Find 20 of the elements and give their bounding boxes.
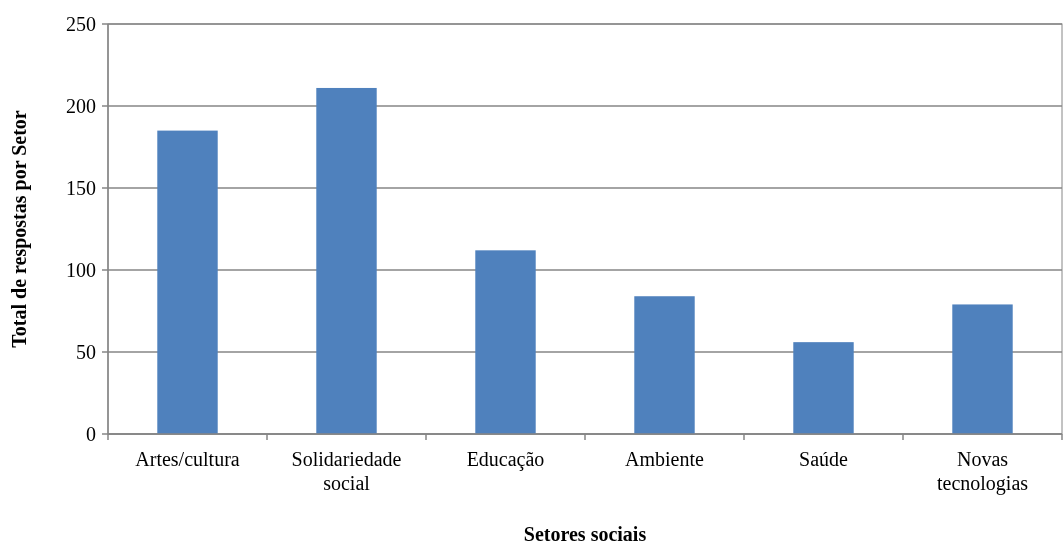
y-tick-label: 150 xyxy=(66,177,96,199)
x-tick-label: Solidariedade social xyxy=(291,448,402,494)
bar xyxy=(793,342,854,434)
y-tick-label: 0 xyxy=(86,423,96,445)
bar xyxy=(475,250,536,434)
x-tick-label: Saúde xyxy=(799,448,849,470)
x-tick-label: Artes/cultura xyxy=(135,448,240,470)
bar xyxy=(316,87,377,434)
bar xyxy=(634,296,695,434)
x-tick-label: Ambiente xyxy=(625,448,705,470)
bar xyxy=(157,130,218,434)
y-axis-title: Total de respostas por Setor xyxy=(8,110,31,348)
bar xyxy=(952,304,1013,434)
x-tick-label: Educação xyxy=(466,448,545,471)
y-tick-label: 100 xyxy=(66,259,96,281)
y-tick-label: 200 xyxy=(66,95,96,117)
y-tick-label: 50 xyxy=(76,341,96,363)
y-tick-label: 250 xyxy=(66,13,96,35)
x-axis-title: Setores sociais xyxy=(523,523,647,545)
x-tick-label: Novas tecnologias xyxy=(936,448,1029,495)
